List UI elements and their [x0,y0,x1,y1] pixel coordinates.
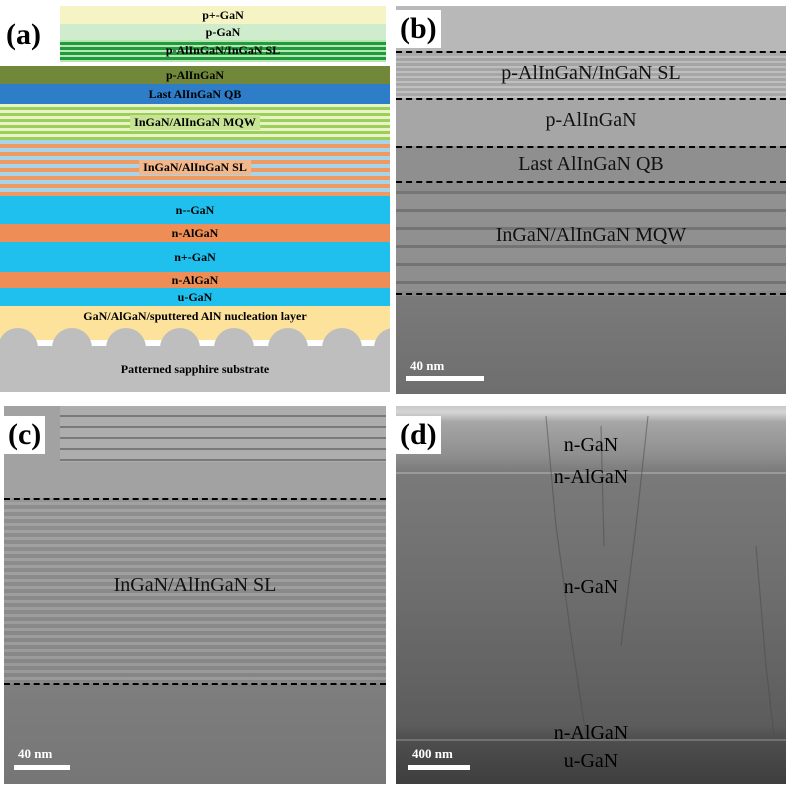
tem-b-dash-5 [396,293,786,295]
tem-b-scale-bar [406,376,484,381]
tem-d-scale-bar [408,765,470,770]
panel-b-label: (b) [396,10,441,48]
layer-ingan-alingan-mqw: InGaN/AlInGaN MQW [0,104,390,140]
tem-c-scale-bar [14,765,70,770]
tem-d-label-n-gan-mid: n-GaN [563,576,619,598]
tem-d-texture [396,406,786,784]
layer-n-algan-lower: n-AlGaN [0,272,390,288]
panel-a-label: (a) [6,18,41,51]
tem-d-label-n-algan-bottom: n-AlGaN [553,722,629,744]
layer-ingan-alingan-mqw-label: InGaN/AlInGaN MQW [130,115,260,130]
tem-b-dash-2 [396,98,786,100]
tem-c-dash-1 [4,498,386,500]
layer-n-plus-gan-label: n+-GaN [174,249,216,264]
tem-b-dash-4 [396,181,786,183]
tem-d-label-n-algan-top: n-AlGaN [553,466,629,488]
layer-n-minus-gan-label: n--GaN [175,202,215,217]
tem-d-label-u-gan: u-GaN [563,750,619,772]
tem-c-label-sl: InGaN/AlInGaN SL [113,574,277,596]
layer-n-algan-lower-label: n-AlGaN [171,272,219,287]
layer-nucleation-label: GaN/AlGaN/sputtered AlN nucleation layer [83,309,307,323]
tem-c-scale-label: 40 nm [18,746,53,761]
layer-ingan-alingan-sl-label: InGaN/AlInGaN SL [139,160,251,175]
layer-p-alingan: p-AlInGaN [0,66,390,84]
layer-p-alingan-ingan-sl-label: p-AlInGaN/InGaN SL [165,43,281,57]
patterned-sapphire-bumps [0,328,390,348]
panel-a-layer-stack-diagram: p+-GaN p-GaN p-AlInGaN/InGaN SL p-AlInGa… [0,0,390,396]
layer-sapphire-substrate-label: Patterned sapphire substrate [120,361,270,376]
tem-b-label-p-alingan: p-AlInGaN [545,109,637,131]
tem-c-top-stripes [60,406,386,462]
layer-sapphire-substrate: Patterned sapphire substrate [0,346,390,392]
tem-d-algan-line-bottom [396,739,786,741]
layer-u-gan: u-GaN [0,288,390,306]
panel-c-label: (c) [4,416,46,454]
tem-b-scale-label: 40 nm [410,358,445,373]
panel-d-tem-image: n-GaN n-AlGaN n-GaN n-AlGaN u-GaN 400 nm… [396,406,786,784]
layer-last-alingan-qb-label: Last AlInGaN QB [148,86,242,101]
layer-n-algan-upper: n-AlGaN [0,224,390,242]
layer-p-gan-label: p-GaN [205,24,241,39]
tem-d-algan-line-top [396,472,786,474]
panel-c-tem-image: InGaN/AlInGaN SL 40 nm (c) [4,406,386,784]
tem-d-scale-label: 400 nm [412,746,453,761]
tem-c-sl-stripes [4,502,386,682]
layer-n-plus-gan: n+-GaN [0,242,390,272]
layer-p-plus-gan: p+-GaN [60,6,386,24]
tem-d-label-n-gan-top: n-GaN [563,434,619,456]
panel-b-tem-image: p-AlInGaN/InGaN SL p-AlInGaN Last AlInGa… [396,6,786,394]
layer-last-alingan-qb: Last AlInGaN QB [0,84,390,104]
panel-d-label: (d) [396,416,441,454]
tem-c-texture [4,406,386,784]
layer-p-alingan-label: p-AlInGaN [165,67,224,82]
tem-b-dash-3 [396,146,786,148]
tem-b-label-mqw: InGaN/AlInGaN MQW [495,224,687,246]
layer-p-alingan-ingan-sl: p-AlInGaN/InGaN SL [60,40,386,62]
layer-p-gan: p-GaN [60,24,386,40]
tem-b-label-last-qb: Last AlInGaN QB [518,153,664,175]
layer-u-gan-label: u-GaN [177,289,213,304]
tem-b-mqw-stripes [396,191,786,291]
layer-p-plus-gan-label: p+-GaN [202,7,244,22]
tem-c-dash-2 [4,683,386,685]
layer-n-minus-gan: n--GaN [0,196,390,224]
layer-n-algan-upper-label: n-AlGaN [171,225,219,240]
tem-b-sl-stripes [396,56,786,98]
layer-ingan-alingan-sl: InGaN/AlInGaN SL [0,140,390,196]
tem-d-dislocations [545,415,775,737]
tem-b-label-sl: p-AlInGaN/InGaN SL [501,62,681,84]
tem-b-texture [396,6,786,394]
tem-b-dash-1 [396,51,786,53]
